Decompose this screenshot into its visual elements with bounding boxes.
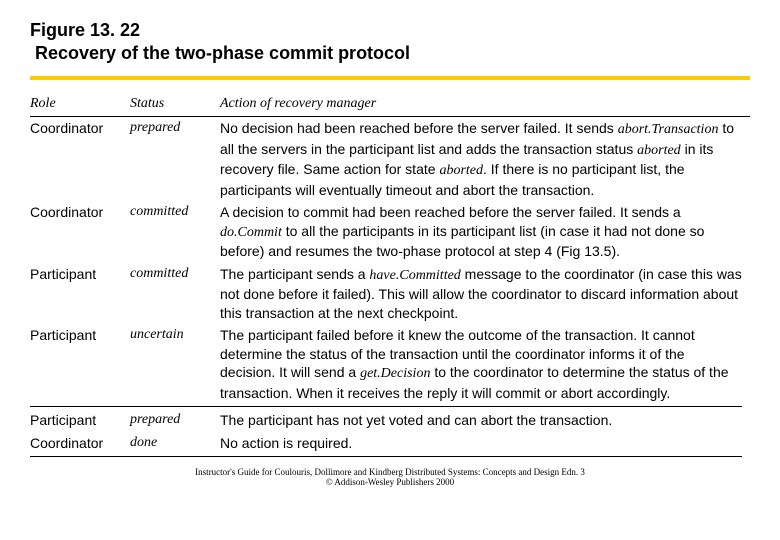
cell-action: The participant failed before it knew th…	[220, 324, 750, 404]
figure-title: Recovery of the two-phase commit protoco…	[30, 43, 750, 64]
cell-status: done	[130, 432, 220, 454]
footer: Instructor's Guide for Coulouris, Dollim…	[30, 467, 750, 487]
cell-status: committed	[130, 201, 220, 262]
table-row: Coordinator committed A decision to comm…	[30, 201, 750, 262]
table-header-row: Role Status Action of recovery manager	[30, 93, 750, 117]
table-separator	[30, 454, 750, 459]
col-header-action: Action of recovery manager	[220, 93, 750, 117]
cell-role: Coordinator	[30, 432, 130, 454]
table-row: Participant prepared The participant has…	[30, 409, 750, 431]
cell-action: A decision to commit had been reached be…	[220, 201, 750, 262]
table-row: Coordinator prepared No decision had bee…	[30, 117, 750, 201]
cell-status: committed	[130, 263, 220, 324]
cell-role: Participant	[30, 324, 130, 404]
cell-status: prepared	[130, 409, 220, 431]
cell-status: prepared	[130, 117, 220, 201]
table-row: Participant uncertain The participant fa…	[30, 324, 750, 404]
footer-line-1: Instructor's Guide for Coulouris, Dollim…	[195, 467, 585, 477]
cell-action: The participant sends a have.Committed m…	[220, 263, 750, 324]
accent-rule	[30, 76, 750, 80]
cell-status: uncertain	[130, 324, 220, 404]
cell-action: No decision had been reached before the …	[220, 117, 750, 201]
page: Figure 13. 22 Recovery of the two-phase …	[0, 0, 780, 487]
recovery-table: Role Status Action of recovery manager C…	[30, 93, 750, 459]
cell-action: No action is required.	[220, 432, 750, 454]
figure-number: Figure 13. 22	[30, 20, 750, 41]
footer-line-2: © Addison-Wesley Publishers 2000	[326, 477, 454, 487]
cell-role: Coordinator	[30, 201, 130, 262]
cell-role: Participant	[30, 409, 130, 431]
table-row: Participant committed The participant se…	[30, 263, 750, 324]
cell-role: Coordinator	[30, 117, 130, 201]
col-header-role: Role	[30, 93, 130, 117]
col-header-status: Status	[130, 93, 220, 117]
cell-action: The participant has not yet voted and ca…	[220, 409, 750, 431]
cell-role: Participant	[30, 263, 130, 324]
table-row: Coordinator done No action is required.	[30, 432, 750, 454]
